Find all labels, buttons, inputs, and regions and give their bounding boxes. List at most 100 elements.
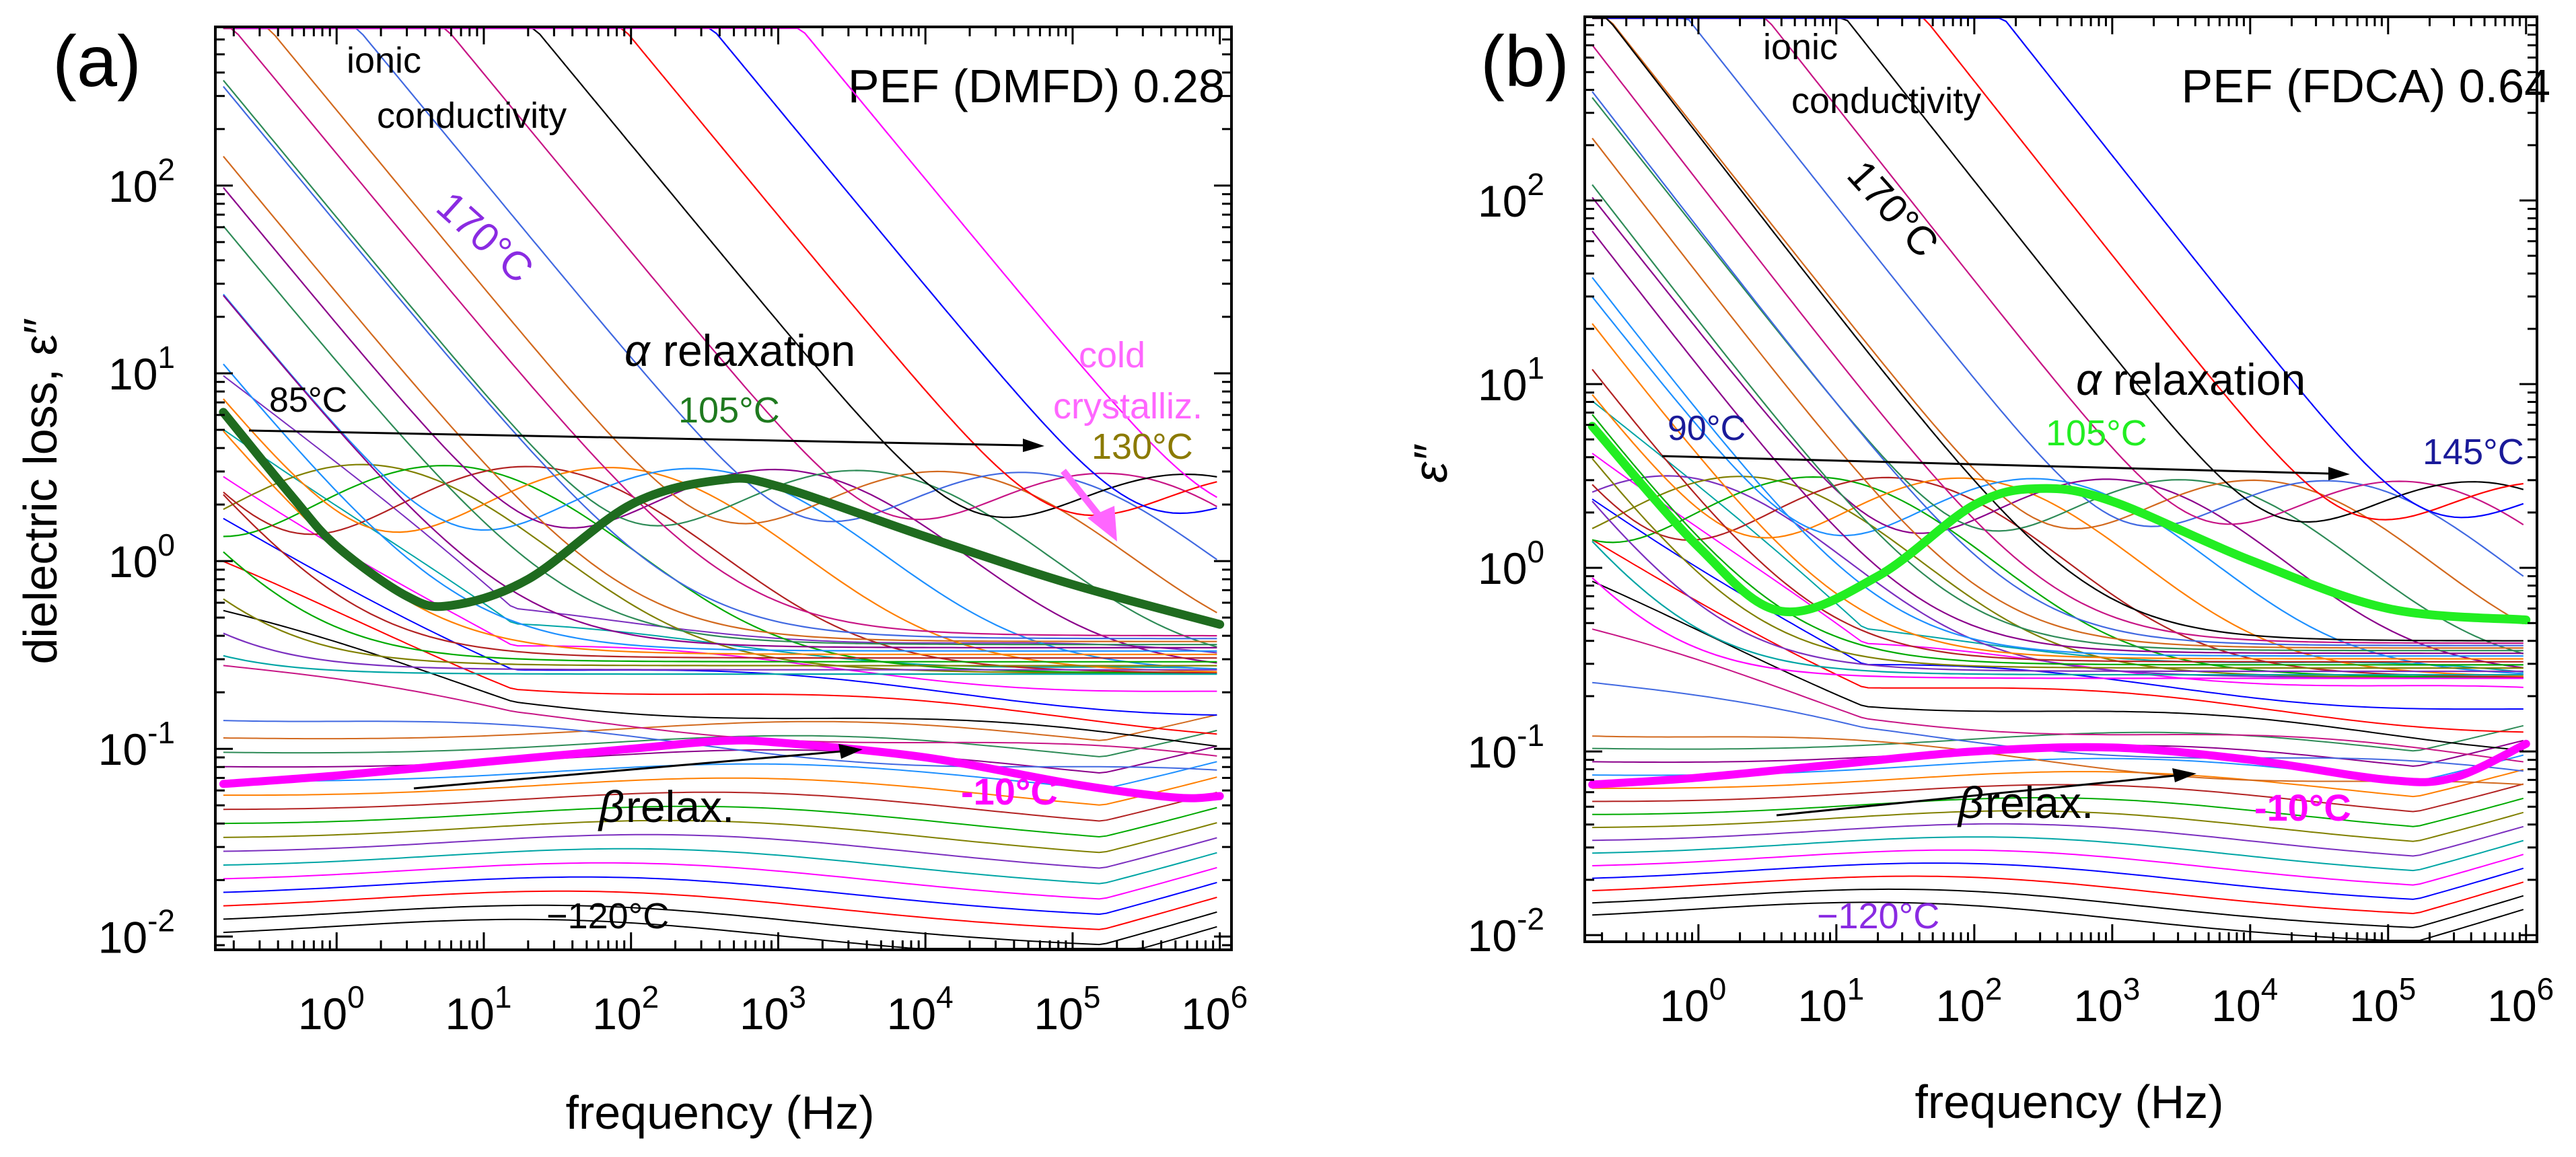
alpha-highlight-curve xyxy=(1587,422,2531,625)
beta-relax-label-a: relax. xyxy=(626,782,734,831)
y-tick-label: 10-1 xyxy=(1468,718,1544,777)
alpha-highlight-curve xyxy=(219,408,1225,629)
conductivity-curve xyxy=(1591,458,2524,669)
x-tick-label: 102 xyxy=(1935,971,2002,1031)
conductivity-curve xyxy=(1591,323,2524,660)
curves-b xyxy=(1587,17,2531,941)
beta-curve xyxy=(223,714,1217,741)
plot-frame xyxy=(214,26,1233,951)
x-tick-label: 100 xyxy=(1659,971,1726,1031)
beta-curve xyxy=(223,776,1217,806)
alpha-arrowhead-b xyxy=(2328,467,2350,480)
beta-curve xyxy=(223,819,1217,854)
conductivity-curve xyxy=(223,155,1217,642)
temp-90-label-b: 90°C xyxy=(1668,409,1746,448)
panel-title-a: PEF (DMFD) 0.28 xyxy=(848,60,1225,112)
conductivity-curve xyxy=(223,27,1217,637)
x-tick-label: 101 xyxy=(1797,971,1864,1031)
y-tick-label: 100 xyxy=(1478,534,1544,593)
beta-curve xyxy=(1592,823,2524,857)
conductivity-curve xyxy=(223,85,1217,640)
transition-curve xyxy=(223,560,1217,735)
conductivity-curve xyxy=(1591,540,2524,676)
x-tick-label: 102 xyxy=(592,979,659,1039)
conductivity-curve xyxy=(1591,44,2524,644)
transition-curve xyxy=(1591,581,2524,751)
curves-a xyxy=(219,27,1225,949)
alpha-curve xyxy=(223,293,1217,670)
transition-curve xyxy=(223,517,1217,716)
beta-curve xyxy=(223,745,1217,774)
conductivity-curve xyxy=(223,225,1217,646)
beta-curve xyxy=(223,791,1217,822)
y-tick-label: 10-2 xyxy=(1468,901,1544,961)
x-tick-label: 101 xyxy=(445,979,511,1039)
beta-curve xyxy=(223,761,1217,790)
alpha-curve xyxy=(223,27,1217,613)
y-tick-label: 10-2 xyxy=(98,903,175,962)
transition-curve xyxy=(1591,681,2524,772)
conductivity-curve xyxy=(1591,276,2524,657)
transition-curve xyxy=(1591,539,2524,733)
temp-minus10-label-b: -10°C xyxy=(2254,786,2351,829)
conductivity-curve xyxy=(1591,91,2524,646)
temp-minus120-label-a: −120°C xyxy=(546,896,669,936)
conductivity-curve xyxy=(223,598,1217,667)
beta-curve xyxy=(223,805,1217,838)
alpha-arrow-a xyxy=(248,429,1024,447)
y-axis-label-a: dielectric loss, ε″ xyxy=(14,318,67,664)
beta-arrowhead-b xyxy=(2172,768,2196,782)
transition-curve xyxy=(1591,628,2524,763)
conductivity-curve xyxy=(223,551,1217,663)
y-tick-label: 10-1 xyxy=(98,715,175,774)
panel-b: (b) PEF (FDCA) 0.64 100 101 102 103 104 105 10… xyxy=(1404,15,2554,1128)
y-tick-label: 102 xyxy=(108,152,175,211)
beta-curve xyxy=(1592,849,2524,886)
beta-symbol-b: β xyxy=(1957,778,1984,827)
panel-a: (a) PEF (DMFD) 0.28 100 101 102 103 104 105 10… xyxy=(14,20,1248,1139)
x-tick-label: 100 xyxy=(298,979,365,1039)
beta-curve xyxy=(1592,875,2524,915)
beta-curve xyxy=(1592,783,2524,813)
panel-label-a: (a) xyxy=(52,20,141,102)
temp-145-label-b: 145°C xyxy=(2423,432,2524,472)
annotations-b: ionic conductivity 170°C 90°C α relaxati… xyxy=(1661,27,2524,936)
beta-curve xyxy=(223,848,1217,885)
cold-label-a: cold xyxy=(1079,335,1145,375)
alpha-symbol-a: α xyxy=(624,326,651,375)
transition-curve xyxy=(223,375,1217,654)
conductivity-curve xyxy=(223,295,1217,648)
conductivity-curve xyxy=(1591,500,2524,673)
conductivity-curve xyxy=(223,363,1217,652)
transition-curve xyxy=(223,720,1217,771)
beta-curve xyxy=(1592,888,2524,928)
temp-minus10-label-a: -10°C xyxy=(961,770,1058,813)
panel-title-b: PEF (FDCA) 0.64 xyxy=(2182,60,2550,112)
alpha-curve xyxy=(1591,394,2524,677)
conductivity-curve xyxy=(1591,230,2524,655)
transition-curve xyxy=(223,665,1217,757)
beta-curve xyxy=(1592,796,2524,827)
temp-105-label-a: 105°C xyxy=(678,390,780,431)
beta-curve xyxy=(223,904,1217,946)
conductivity-curve xyxy=(1591,137,2524,649)
conductivity-label-b: conductivity xyxy=(1791,81,1981,121)
transition-curve xyxy=(1591,400,2524,673)
beta-curve xyxy=(223,862,1217,900)
alpha-curve xyxy=(1591,476,2524,678)
beta-symbol-a: β xyxy=(598,782,624,831)
temp-105-label-b: 105°C xyxy=(2046,413,2147,453)
conductivity-curve xyxy=(1591,184,2524,652)
x-tick-label: 103 xyxy=(2073,971,2140,1031)
alpha-curve xyxy=(223,79,1217,648)
y-tick-label: 102 xyxy=(1478,167,1544,226)
alpha-curve xyxy=(1591,97,2524,655)
beta-highlight-curve xyxy=(1588,739,2530,789)
alpha-symbol-b: α xyxy=(2076,354,2103,404)
x-tick-label: 103 xyxy=(740,979,806,1039)
alpha-arrow-b xyxy=(1661,455,2329,475)
x-tick-label: 104 xyxy=(2211,971,2278,1031)
temp-130-label-a: 130°C xyxy=(1092,426,1193,467)
beta-curve xyxy=(1592,810,2524,842)
beta-curve xyxy=(1592,901,2524,941)
